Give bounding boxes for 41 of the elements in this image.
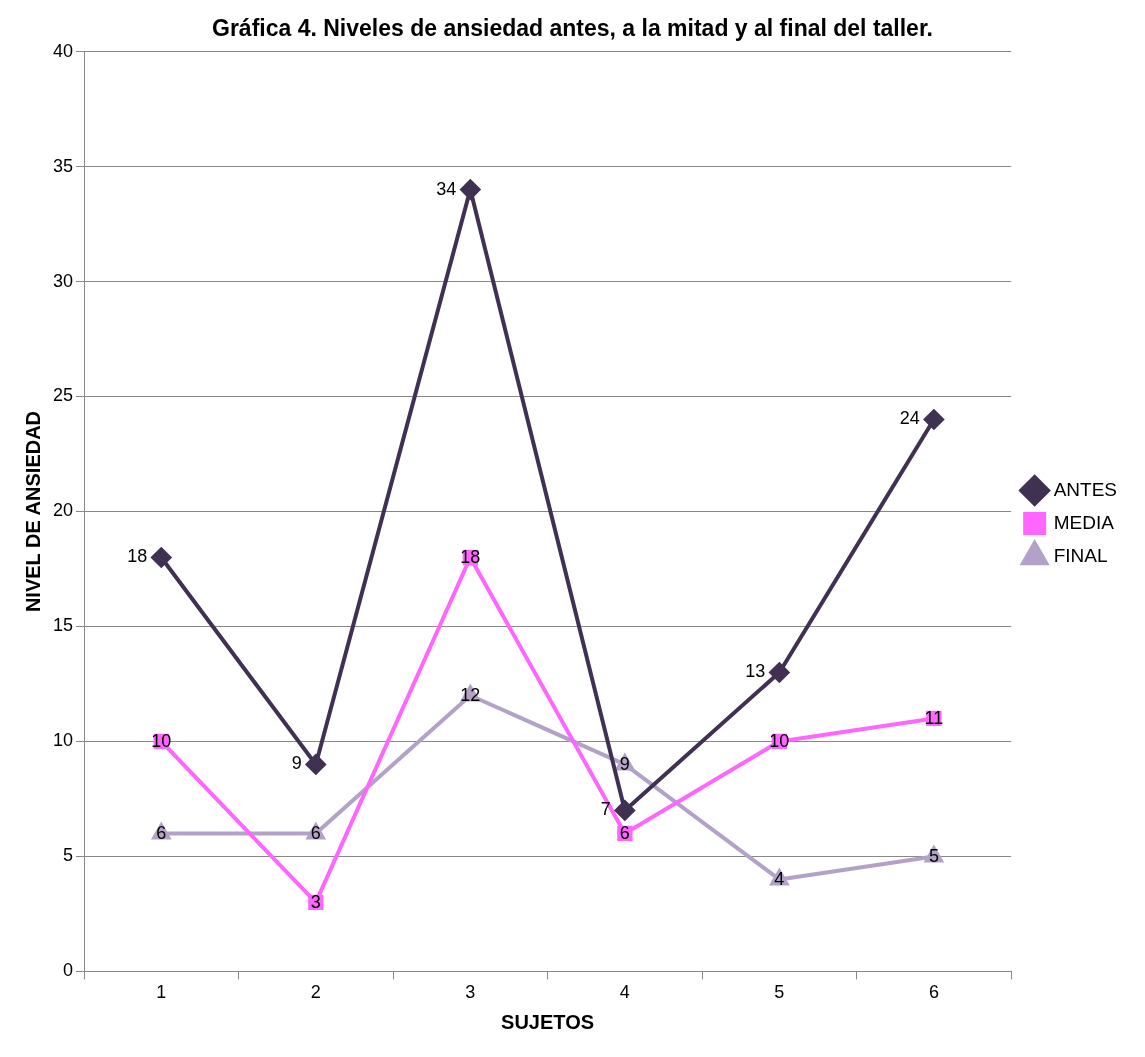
x-tick-label: 5 bbox=[774, 982, 785, 1003]
data-label: 24 bbox=[899, 408, 920, 429]
chart-title: Gráfica 4. Niveles de ansiedad antes, a la mitad y al final del taller. bbox=[212, 15, 933, 42]
point bbox=[614, 800, 635, 821]
legend-label: FINAL bbox=[1053, 544, 1108, 566]
point bbox=[769, 662, 790, 683]
data-label: 6 bbox=[310, 823, 321, 844]
data-label: 6 bbox=[619, 823, 630, 844]
data-label: 34 bbox=[436, 178, 457, 199]
legend-label: ANTES bbox=[1053, 478, 1118, 500]
y-axis-title: NIVEL DE ANSIEDAD bbox=[21, 410, 44, 613]
x-tick-label: 6 bbox=[928, 982, 939, 1003]
data-label: 18 bbox=[127, 546, 148, 567]
y-tick-label: 15 bbox=[52, 615, 74, 636]
data-label: 13 bbox=[745, 661, 766, 682]
y-tick-label: 30 bbox=[52, 270, 74, 291]
y-tick-label: 20 bbox=[52, 500, 74, 521]
point bbox=[305, 754, 326, 775]
y-tick-label: 40 bbox=[52, 40, 74, 61]
data-label: 12 bbox=[460, 685, 481, 706]
y-tick-label: 10 bbox=[52, 730, 74, 751]
y-tick-label: 25 bbox=[52, 385, 74, 406]
data-label: 5 bbox=[928, 846, 939, 867]
y-tick-label: 5 bbox=[63, 845, 74, 866]
x-tick-label: 2 bbox=[310, 982, 321, 1003]
data-label: 9 bbox=[291, 753, 302, 774]
point bbox=[923, 409, 944, 430]
y-tick-label: 0 bbox=[63, 960, 74, 981]
data-label: 9 bbox=[619, 754, 630, 775]
data-label: 4 bbox=[774, 869, 785, 890]
y-tick-label: 35 bbox=[52, 155, 74, 176]
x-tick-label: 4 bbox=[619, 982, 630, 1003]
point bbox=[460, 179, 481, 200]
point bbox=[151, 547, 172, 568]
x-tick-label: 3 bbox=[465, 982, 476, 1003]
x-tick-label: 1 bbox=[156, 982, 167, 1003]
data-label: 3 bbox=[310, 892, 321, 913]
legend-label: MEDIA bbox=[1053, 511, 1115, 533]
data-label: 7 bbox=[600, 799, 611, 820]
data-label: 6 bbox=[156, 823, 167, 844]
x-axis-title: SUJETOS bbox=[501, 1010, 595, 1033]
